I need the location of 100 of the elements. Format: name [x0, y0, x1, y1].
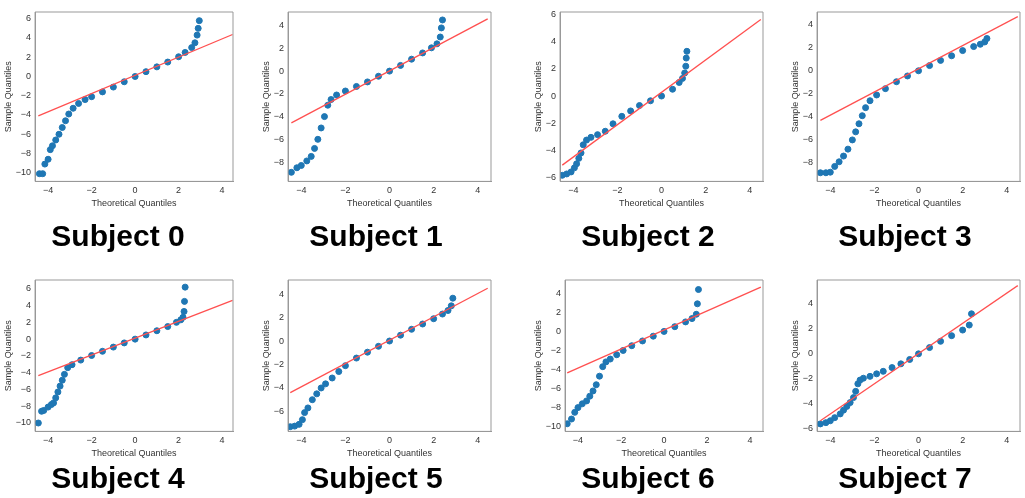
y-axis-title: Sample Quantiles	[260, 319, 271, 392]
x-tick-label: 2	[960, 435, 966, 446]
y-tick-label: 2	[279, 312, 285, 323]
y-tick-label: 2	[26, 51, 32, 62]
y-tick-label: −4	[273, 382, 285, 393]
y-tick-label: −4	[802, 398, 814, 409]
x-tick-label: 4	[475, 435, 481, 446]
x-tick-label: 2	[960, 185, 966, 196]
x-tick-label: −2	[340, 185, 351, 196]
text: Subject 5	[309, 461, 443, 495]
x-tick-label: 4	[219, 435, 225, 446]
x-tick-label: −4	[572, 435, 584, 446]
x-tick-label: −4	[825, 435, 836, 446]
y-tick-label: 2	[279, 42, 285, 53]
y-tick-label: 2	[551, 63, 557, 74]
y-tick-label: −8	[550, 402, 562, 413]
y-tick-label: −4	[20, 367, 32, 378]
y-tick-label: −6	[273, 133, 285, 144]
y-tick-label: 2	[556, 306, 562, 317]
y-tick-label: 4	[808, 298, 814, 309]
x-tick-label: −4	[296, 185, 307, 196]
y-tick-label: 4	[279, 288, 285, 299]
x-tick-label: 2	[431, 185, 437, 196]
x-tick-label: −2	[615, 435, 627, 446]
y-tick-label: −6	[20, 128, 32, 139]
x-axis-title: Theoretical Quantiles	[91, 448, 178, 459]
y-tick-label: −2	[273, 88, 285, 99]
y-tick-label: −6	[273, 405, 285, 416]
y-tick-label: −2	[20, 90, 32, 101]
y-tick-label: −2	[802, 373, 814, 384]
y-tick-label: 4	[279, 20, 285, 31]
x-tick-label: −4	[825, 185, 836, 196]
y-tick-label: −4	[20, 109, 32, 120]
y-tick-label: −4	[802, 111, 814, 122]
x-tick-label: 0	[387, 185, 393, 196]
x-tick-label: 0	[916, 185, 922, 196]
y-tick-label: −8	[20, 147, 32, 158]
x-tick-label: 4	[1004, 435, 1010, 446]
y-tick-label: −8	[802, 157, 814, 168]
x-tick-label: −4	[42, 185, 54, 196]
y-tick-label: −2	[20, 350, 32, 361]
text: Subject 6	[581, 461, 715, 495]
x-tick-label: −2	[869, 185, 880, 196]
x-axis-title: Theoretical Quantiles	[876, 198, 962, 209]
y-tick-label: −4	[273, 111, 285, 122]
x-tick-label: 0	[661, 435, 667, 446]
x-tick-label: −4	[568, 185, 579, 196]
x-tick-label: 0	[387, 435, 393, 446]
text: Subject 2	[581, 219, 715, 253]
y-axis-title: Sample Quantiles	[789, 319, 800, 392]
y-tick-label: −6	[802, 134, 814, 145]
x-axis-title: Theoretical Quantiles	[347, 198, 433, 209]
text: Subject 1	[309, 219, 443, 253]
y-tick-label: −10	[15, 417, 32, 428]
x-tick-label: 2	[431, 435, 437, 446]
x-tick-label: 0	[132, 185, 138, 196]
y-tick-label: −4	[545, 144, 557, 155]
y-tick-label: −2	[273, 358, 285, 369]
y-axis-title: Sample Quantiles	[789, 60, 800, 133]
y-tick-label: −2	[802, 88, 814, 99]
x-tick-label: 2	[704, 435, 710, 446]
y-tick-label: 0	[551, 90, 557, 101]
text: Subject 7	[838, 461, 972, 495]
x-tick-label: 4	[219, 185, 225, 196]
x-tick-label: 4	[747, 185, 753, 196]
y-axis-title: Sample Quantiles	[2, 319, 13, 392]
x-tick-label: 2	[176, 435, 182, 446]
y-tick-label: −8	[273, 156, 285, 167]
y-tick-label: 0	[808, 65, 814, 76]
text: Subject 3	[838, 219, 972, 253]
x-tick-label: −4	[42, 435, 54, 446]
x-tick-label: 0	[659, 185, 665, 196]
y-tick-label: 6	[26, 13, 32, 24]
y-tick-label: 4	[808, 19, 814, 30]
x-tick-label: 2	[176, 185, 182, 196]
x-tick-label: −4	[296, 435, 307, 446]
y-tick-label: 0	[279, 335, 285, 346]
x-tick-label: 2	[703, 185, 709, 196]
y-tick-label: −8	[20, 400, 32, 411]
x-tick-label: −2	[869, 435, 880, 446]
x-axis-title: Theoretical Quantiles	[91, 198, 178, 209]
y-tick-label: 6	[26, 283, 32, 294]
text: Subject 4	[51, 461, 185, 495]
y-tick-label: 4	[26, 32, 32, 43]
y-tick-label: 4	[556, 287, 562, 298]
x-axis-title: Theoretical Quantiles	[619, 198, 705, 209]
x-tick-label: 4	[747, 435, 753, 446]
y-tick-label: 0	[26, 333, 32, 344]
y-tick-label: −6	[20, 383, 32, 394]
x-axis-title: Theoretical Quantiles	[347, 448, 433, 459]
y-tick-label: 0	[556, 325, 562, 336]
y-tick-label: 0	[279, 65, 285, 76]
x-tick-label: −2	[86, 435, 97, 446]
y-axis-title: Sample Quantiles	[2, 60, 13, 133]
x-tick-label: 0	[916, 435, 922, 446]
y-tick-label: 6	[551, 9, 557, 20]
x-axis-title: Theoretical Quantiles	[621, 448, 708, 459]
x-tick-label: −2	[340, 435, 351, 446]
x-tick-label: 4	[1004, 185, 1010, 196]
y-tick-label: 2	[808, 323, 814, 334]
